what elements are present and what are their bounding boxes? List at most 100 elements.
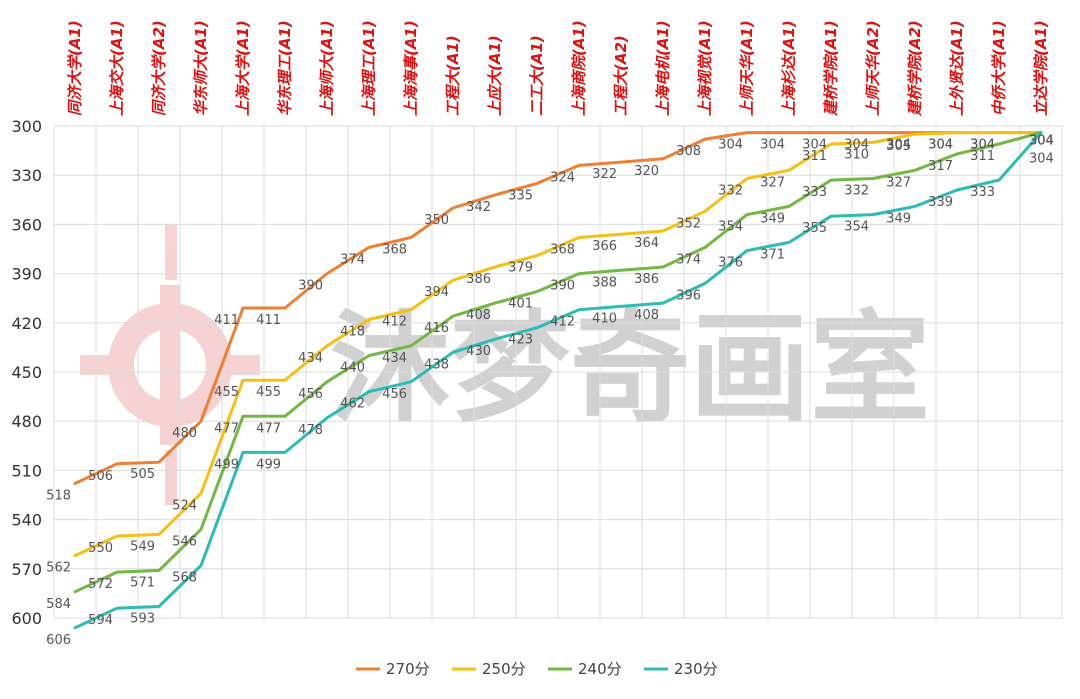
category-label: 工程大(A1): [444, 35, 462, 116]
data-label: 394: [424, 285, 449, 300]
data-label: 546: [172, 534, 197, 549]
data-label: 550: [88, 541, 113, 556]
data-label: 304: [802, 138, 827, 153]
data-label: 305: [886, 139, 911, 154]
data-label: 456: [382, 387, 407, 402]
data-label: 412: [550, 315, 575, 330]
data-label: 456: [298, 387, 323, 402]
category-label: 中侨大学(A1): [990, 20, 1008, 116]
data-label: 349: [760, 211, 785, 226]
data-label: 379: [508, 261, 533, 276]
data-label: 477: [256, 421, 281, 436]
data-label: 477: [214, 421, 239, 436]
y-axis: 300 330 360 390 420 450 480 510 540 570 600: [11, 117, 42, 628]
data-label: 434: [382, 351, 407, 366]
data-label: 333: [802, 185, 827, 200]
data-label: 423: [508, 333, 533, 348]
data-label: 311: [802, 149, 827, 164]
legend-label: 230分: [674, 660, 718, 678]
category-label: 上外贤达(A1): [948, 20, 966, 116]
data-label: 396: [676, 288, 701, 303]
data-label: 499: [214, 457, 239, 472]
data-label: 304: [1029, 134, 1054, 149]
data-label: 342: [466, 200, 491, 215]
category-label: 工程大(A2): [612, 35, 630, 116]
data-label: 350: [424, 213, 449, 228]
data-label: 499: [256, 457, 281, 472]
data-label: 317: [928, 159, 953, 174]
data-label: 304: [1029, 134, 1054, 149]
category-label: 上海海事(A1): [402, 20, 420, 116]
y-tick-label: 510: [11, 461, 42, 480]
data-label: 304: [1029, 152, 1054, 167]
y-tick-label: 600: [11, 609, 42, 628]
data-label: 455: [256, 385, 281, 400]
category-label: 立达学院(A1): [1032, 20, 1050, 116]
category-label: 上海交大(A1): [108, 20, 126, 116]
data-label: 327: [760, 175, 785, 190]
data-label: 571: [130, 575, 155, 590]
data-label: 368: [550, 243, 575, 258]
data-label: 304: [928, 138, 953, 153]
series-line-3: [73, 131, 1043, 630]
data-label: 320: [634, 164, 659, 179]
category-label: 同济大学(A2): [150, 20, 168, 116]
data-label: 410: [592, 311, 617, 326]
data-label: 311: [970, 149, 995, 164]
data-label: 366: [592, 239, 617, 254]
data-label: 376: [718, 256, 743, 271]
data-label: 304: [1029, 134, 1054, 149]
data-label: 549: [130, 539, 155, 554]
watermark-logo-icon: [80, 225, 260, 505]
y-tick-label: 300: [11, 117, 42, 136]
data-label: 304: [970, 138, 995, 153]
data-label: 408: [634, 308, 659, 323]
watermark: 沐梦奇画室: [80, 225, 930, 505]
grid: [53, 125, 1063, 619]
legend-label: 270分: [386, 660, 430, 678]
data-label: 440: [340, 361, 365, 376]
data-label: 304: [928, 138, 953, 153]
watermark-text: 沐梦奇画室: [330, 300, 930, 439]
data-label: 324: [550, 170, 575, 185]
data-label: 390: [298, 279, 323, 294]
data-label: 374: [340, 252, 365, 267]
data-label: 505: [130, 467, 155, 482]
data-label: 333: [970, 185, 995, 200]
data-label: 322: [592, 167, 617, 182]
category-label: 上海师大(A1): [318, 20, 336, 116]
data-label: 438: [424, 357, 449, 372]
data-label: 462: [340, 397, 365, 412]
data-label: 368: [382, 243, 407, 258]
category-label: 建桥学院(A1): [822, 20, 840, 117]
category-label: 上师天华(A1): [738, 20, 756, 116]
y-tick-label: 480: [11, 412, 42, 431]
data-label: 332: [718, 183, 743, 198]
data-label: 304: [718, 138, 743, 153]
data-label: 349: [886, 211, 911, 226]
data-label: 390: [550, 279, 575, 294]
data-label: 327: [886, 175, 911, 190]
category-label: 同济大学(A1): [66, 20, 84, 116]
legend-label: 250分: [482, 660, 526, 678]
data-label: 568: [172, 571, 197, 586]
data-label: 418: [340, 325, 365, 340]
data-label: 352: [676, 216, 701, 231]
data-label: 374: [676, 252, 701, 267]
category-label: 建桥学院(A2): [906, 20, 924, 117]
data-label: 480: [172, 426, 197, 441]
y-tick-label: 360: [11, 215, 42, 234]
data-label: 354: [844, 220, 869, 235]
y-tick-label: 420: [11, 314, 42, 333]
category-label: 上海视觉(A1): [696, 20, 714, 116]
data-label: 416: [424, 321, 449, 336]
data-label: 584: [46, 597, 71, 612]
series-line-1: [73, 131, 1043, 558]
data-label: 562: [46, 561, 71, 576]
data-label: 304: [970, 138, 995, 153]
data-label: 430: [466, 344, 491, 359]
data-label: 434: [298, 351, 323, 366]
data-label: 308: [676, 144, 701, 159]
